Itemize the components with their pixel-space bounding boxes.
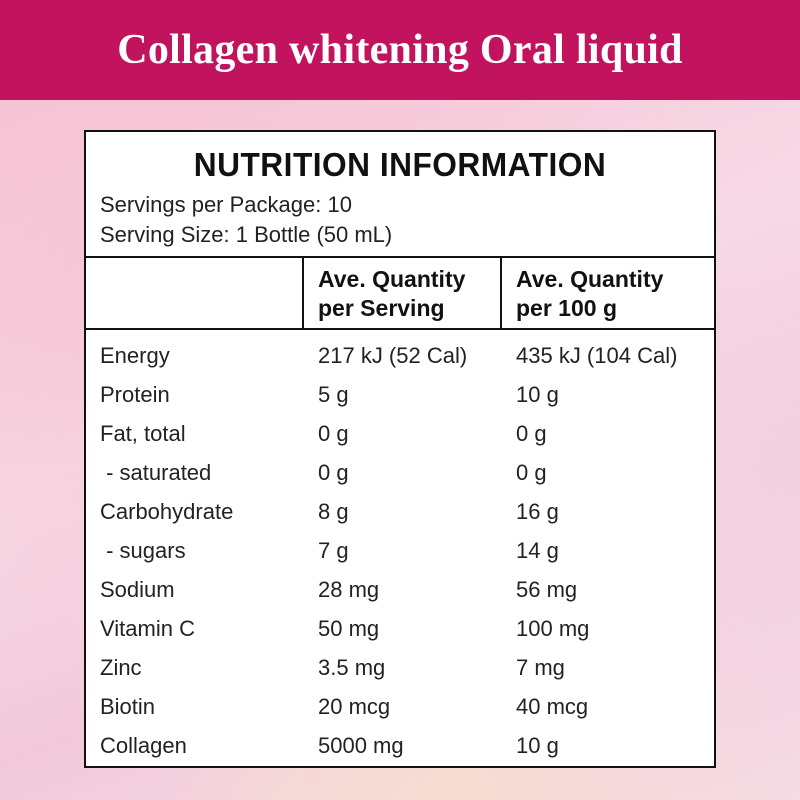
header-per-serving: Ave. Quantity per Serving [302,258,500,328]
table-row: Energy 217 kJ (52 Cal) 435 kJ (104 Cal) [86,336,714,375]
per-serving-value: 5000 mg [318,732,404,758]
per-100g-value: 435 kJ (104 Cal) [516,342,678,368]
title-banner: Collagen whitening Oral liquid [0,0,800,100]
serving-size: Serving Size: 1 Bottle (50 mL) [100,222,393,247]
header-per-100g-line2: per 100 g [516,295,617,321]
table-row: Fat, total 0 g 0 g [86,414,714,453]
per-100g-value: 14 g [516,537,559,563]
per-serving-value: 7 g [318,537,349,563]
header-per-serving-line1: Ave. Quantity [318,266,466,292]
per-100g-value: 7 mg [516,654,565,680]
table-row: Collagen 5000 mg 10 g [86,726,714,765]
per-100g-value: 40 mcg [516,693,589,719]
nutrition-panel-header: NUTRITION INFORMATION Servings per Packa… [86,132,714,258]
header-blank-cell [86,258,302,328]
per-100g-value: 100 mg [516,615,590,641]
table-row: Protein 5 g 10 g [86,375,714,414]
servings-per-package: Servings per Package: 10 [100,192,352,217]
per-serving-value: 5 g [318,381,349,407]
per-serving-value: 217 kJ (52 Cal) [318,342,468,368]
nutrient-name: - sugars [100,537,186,563]
per-serving-value: 20 mcg [318,693,391,719]
per-serving-value: 8 g [318,498,349,524]
nutrient-name: - saturated [100,459,212,485]
nutrition-panel: NUTRITION INFORMATION Servings per Packa… [84,130,716,768]
per-100g-value: 0 g [516,459,547,485]
table-row: - saturated 0 g 0 g [86,453,714,492]
table-header-row: Ave. Quantity per Serving Ave. Quantity … [86,258,714,330]
per-100g-value: 16 g [516,498,559,524]
header-per-100g: Ave. Quantity per 100 g [500,258,714,328]
per-100g-value: 0 g [516,420,547,446]
nutrient-rows: Energy 217 kJ (52 Cal) 435 kJ (104 Cal) … [86,330,714,765]
per-serving-value: 28 mg [318,576,380,602]
per-serving-value: 0 g [318,459,349,485]
table-row: Vitamin C 50 mg 100 mg [86,609,714,648]
per-100g-value: 56 mg [516,576,578,602]
banner-title: Collagen whitening Oral liquid [117,27,683,73]
per-serving-value: 0 g [318,420,349,446]
nutrient-name: Protein [100,381,170,407]
nutrient-name: Biotin [100,693,156,719]
table-row: Zinc 3.5 mg 7 mg [86,648,714,687]
nutrient-name: Energy [100,342,170,368]
nutrient-name: Zinc [100,654,142,680]
nutrient-name: Carbohydrate [100,498,234,524]
table-row: Biotin 20 mcg 40 mcg [86,687,714,726]
nutrient-name: Fat, total [100,420,186,446]
nutrient-name: Sodium [100,576,175,602]
table-row: - sugars 7 g 14 g [86,531,714,570]
header-per-100g-line1: Ave. Quantity [516,266,664,292]
nutrient-name: Vitamin C [100,615,195,641]
per-serving-value: 3.5 mg [318,654,386,680]
per-100g-value: 10 g [516,381,559,407]
header-per-serving-line2: per Serving [318,295,445,321]
nutrient-name: Collagen [100,732,187,758]
nutrition-title: NUTRITION INFORMATION [193,146,607,183]
per-100g-value: 10 g [516,732,559,758]
table-row: Sodium 28 mg 56 mg [86,570,714,609]
per-serving-value: 50 mg [318,615,380,641]
table-row: Carbohydrate 8 g 16 g [86,492,714,531]
